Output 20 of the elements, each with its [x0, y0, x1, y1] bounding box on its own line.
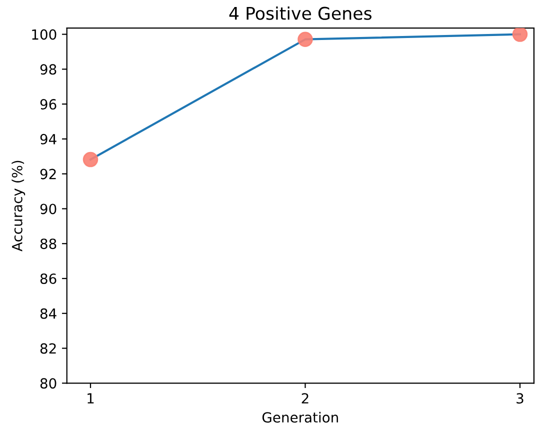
- y-tick-label: 88: [40, 238, 56, 250]
- point: [512, 28, 528, 42]
- chart-title: 4 Positive Genes: [229, 6, 372, 20]
- y-tick-label: 80: [40, 378, 56, 389]
- x-tick-label: 2: [302, 393, 308, 404]
- y-tick-label: 98: [40, 64, 56, 75]
- y-tick-label: 100: [32, 29, 56, 40]
- y-tick-label: 94: [40, 134, 56, 144]
- x-tick-label: 3: [516, 393, 524, 404]
- x-axis-title: Generation: [262, 412, 338, 423]
- y-tick-label: 84: [40, 308, 56, 319]
- y-tick-label: 96: [40, 99, 56, 110]
- point: [82, 152, 98, 168]
- y-tick-label: 82: [40, 343, 56, 354]
- y-tick-label: 92: [40, 168, 56, 180]
- x-tick-label: 1: [88, 393, 94, 404]
- y-tick-label: 90: [40, 204, 56, 214]
- y-tick-label: 86: [40, 273, 56, 284]
- y-axis-title: Accuracy (%): [12, 160, 26, 252]
- point: [298, 32, 313, 47]
